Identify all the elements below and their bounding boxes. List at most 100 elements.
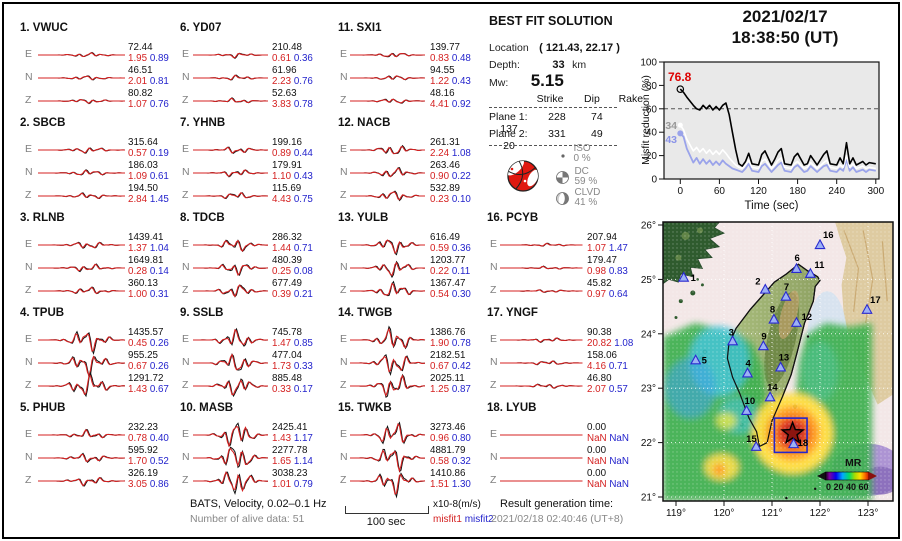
channel-values: 158.06 4.16 0.71 [587,350,628,372]
max-amplitude: 115.69 [272,183,302,194]
waveform-trace-TWKB-Z [350,472,426,499]
misfit2-value: 0.67 [149,384,169,395]
depth-value: 33 [552,59,565,71]
map-station-marker-14 [764,391,776,402]
channel-values: 232.23 0.78 0.40 [128,422,169,444]
channel-values: 616.49 0.59 0.36 [430,232,471,254]
channel-values: 1203.77 0.22 0.11 [430,255,470,277]
misfit-legend: misfit1 misfit2 [433,514,494,525]
misfit1-value: 0.54 [430,289,450,300]
max-amplitude: 2025.11 [430,373,465,384]
station-header: 10. MASB [180,402,234,414]
misfit1-value: 0.67 [430,361,450,372]
svg-text:20: 20 [646,151,658,162]
misfit2-value: 0.26 [149,338,169,349]
max-amplitude: 46.80 [587,373,612,384]
channel-values: 1435.57 0.45 0.26 [128,327,169,349]
channel-label: N [340,451,348,463]
iso-row: ISO 0 % [557,144,591,164]
svg-text:26°: 26° [641,221,656,232]
channel-label: E [25,333,33,345]
misfit1-value: 0.33 [272,384,292,395]
misfit1-value: 1.51 [430,479,450,490]
misfit-reduction-chart: 76.8 34 43 0 20 40 60 80 100 0 60 120 180 240 300 Time … [640,50,902,215]
max-amplitude: 199.16 [272,137,302,148]
channel-values: 179.91 1.10 0.43 [272,160,313,182]
max-amplitude: 1439.41 [128,232,164,243]
max-amplitude: 326.19 [128,468,158,479]
map-station-number: 10 [745,396,756,407]
channel-values: 2025.11 1.25 0.87 [430,373,471,395]
channel-label: E [25,143,33,155]
channel-values: 1291.72 1.43 0.67 [128,373,169,395]
map-station-number: 17 [870,295,881,306]
map-station-number: 1 [691,273,697,284]
plane-1-strike: 228 [548,111,566,123]
clvd-pct: 41 % [574,197,598,208]
depth-row: Depth: 33 km [489,55,586,73]
max-amplitude: 139.77 [430,42,460,53]
waveform-trace-YNGF-E [500,337,583,343]
misfit1-value: 0.90 [430,171,450,182]
scalebar-label: 100 sec [366,516,406,528]
max-amplitude: 207.94 [587,232,617,243]
location-value: ( 121.43, 22.17 ) [539,42,620,54]
station-header: 14. TWGB [338,307,393,319]
map-station-marker-3 [727,335,739,346]
misfit2-value: 1.08 [451,148,471,159]
waveform-trace-PHUB-N [38,452,126,464]
map-station-marker-2 [759,283,771,294]
channel-values: 94.55 1.22 0.43 [430,65,471,87]
map-station-number: 9 [761,331,766,342]
channel-values: 46.51 2.01 0.81 [128,65,169,87]
channel-label: Z [340,189,347,201]
misfit1-value: 0.97 [587,289,607,300]
svg-text:122°: 122° [810,508,831,519]
misfit2-value: 1.08 [614,338,634,349]
channel-values: 1410.86 1.51 1.30 [430,468,471,490]
map-station-marker-6 [790,262,803,274]
waveform-trace-TPUB-Z [38,371,126,398]
waveform-trace-YULB-N [350,260,425,279]
svg-text:300: 300 [867,186,884,197]
misfit2-value: 0.32 [451,456,471,467]
channel-label: Z [25,474,32,486]
misfit-chart-svg: 76.8 34 43 0 20 40 60 80 100 0 60 120 180 240 300 Time … [640,58,885,213]
plane-1-label: Plane 1: [489,111,528,123]
station-header: 12. NACB [338,117,391,129]
station-header: 1. VWUC [20,22,68,34]
plane-1-row: Plane 1: 228 74 137 [489,111,652,135]
channel-label: N [25,451,33,463]
map-station-number: 3 [729,327,734,338]
misfit2-value: 0.92 [451,99,471,110]
misfit1-value: 1.43 [272,433,292,444]
channel-values: 2425.41 1.43 1.17 [272,422,313,444]
waveform-trace-VWUC-Z [38,99,125,105]
colorbar [824,471,870,481]
station-header: 5. PHUB [20,402,66,414]
misfit2-value: 0.44 [293,148,313,159]
max-amplitude: 2182.51 [430,350,466,361]
misfit2-value: 0.71 [293,243,313,254]
waveform-trace-YD07-Z [193,97,268,104]
channel-values: 480.39 0.25 0.08 [272,255,313,277]
channel-label: N [340,261,348,273]
station-header: 4. TPUB [20,307,65,319]
plane-2-row: Plane 2: 331 49 20 [489,128,652,152]
channel-label: Z [340,94,347,106]
channel-label: N [182,261,190,273]
dc-row: DC 59 % [555,167,597,187]
max-amplitude: 94.55 [430,65,455,76]
svg-text:40: 40 [646,128,658,139]
channel-label: Z [182,94,189,106]
plane-table-header: Strike Dip Rake [527,93,652,105]
map-station-number: 7 [784,282,789,293]
svg-text:21°: 21° [641,493,656,504]
misfit2-value: 0.43 [451,76,471,87]
misfit2-value: 1.14 [293,456,313,467]
channel-values: 61.96 2.23 0.76 [272,65,313,87]
waveform-trace-VWUC-N [38,75,125,81]
map-station-number: 6 [794,253,799,264]
channel-label: Z [490,379,497,391]
svg-text:60: 60 [714,186,726,197]
